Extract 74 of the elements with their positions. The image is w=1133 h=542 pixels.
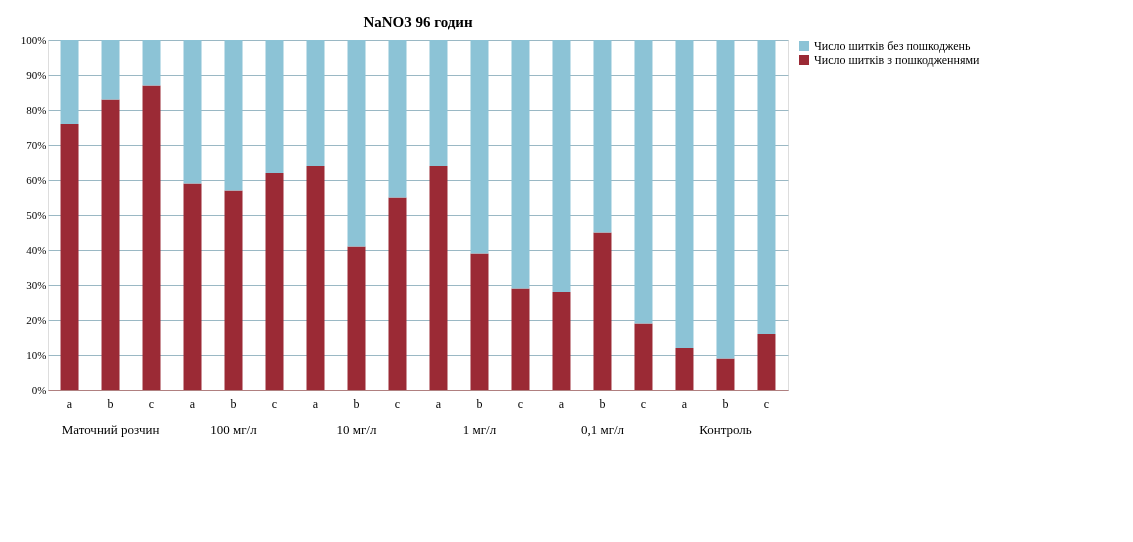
chart-title: NaNO3 96 годин [363, 14, 473, 30]
y-tick-label: 20% [26, 313, 47, 326]
x-tick-label: a [558, 396, 565, 411]
legend-label: Число шитків з пошкодженнями [814, 53, 981, 67]
bar [757, 334, 776, 390]
bar [347, 40, 366, 247]
y-tick-label: 10% [26, 348, 47, 361]
bar [60, 124, 79, 390]
bar [593, 40, 612, 233]
y-tick-label: 60% [26, 173, 47, 186]
bar [101, 40, 120, 100]
bar [552, 292, 571, 390]
legend-label: Число шитків без пошкоджень [814, 39, 971, 53]
y-tick-label: 70% [26, 138, 47, 151]
bar [675, 40, 694, 348]
bar [552, 40, 571, 292]
bar [716, 358, 735, 390]
text: Контроль [699, 422, 752, 437]
x-tick-label: b [599, 396, 606, 411]
bar [470, 253, 489, 390]
x-tick-label: a [66, 396, 73, 411]
bar [265, 40, 284, 173]
bar [60, 40, 79, 124]
x-tick-label: a [435, 396, 442, 411]
y-tick-label: 0% [31, 383, 47, 396]
x-tick-label: b [230, 396, 237, 411]
x-tick-label: c [271, 396, 278, 411]
x-tick-label: c [517, 396, 524, 411]
bar [347, 246, 366, 390]
bar [183, 183, 202, 390]
y-tick-label: 80% [26, 103, 47, 116]
x-tick-label: a [189, 396, 196, 411]
y-tick-label: 100% [20, 33, 47, 46]
x-tick-label: b [353, 396, 360, 411]
bar [142, 40, 161, 86]
y-tick-label: 30% [26, 278, 47, 291]
bar [306, 166, 325, 390]
bar [183, 40, 202, 184]
x-tick-label: a [681, 396, 688, 411]
bar [265, 173, 284, 390]
text: 100 мг/л [210, 422, 258, 437]
bar [757, 40, 776, 334]
text: 0,1 мг/л [580, 422, 625, 437]
y-tick-label: 90% [26, 68, 47, 81]
y-tick-label: 40% [26, 243, 47, 256]
bar [429, 166, 448, 390]
bar [224, 40, 243, 191]
x-tick-label: b [476, 396, 483, 411]
bar [511, 288, 530, 390]
x-tick-label: c [640, 396, 647, 411]
bar [101, 99, 120, 390]
x-tick-label: c [763, 396, 770, 411]
bar [142, 85, 161, 390]
text: 1 мг/л [462, 422, 497, 437]
bar [224, 190, 243, 390]
bar [511, 40, 530, 289]
bar [716, 40, 735, 359]
bar [388, 40, 407, 198]
x-tick-label: c [394, 396, 401, 411]
x-tick-label: b [722, 396, 729, 411]
bar [634, 40, 653, 324]
y-tick-label: 50% [26, 208, 47, 221]
bar [306, 40, 325, 166]
text: Маточний розчин [61, 422, 160, 437]
bar [388, 197, 407, 390]
x-tick-label: b [107, 396, 114, 411]
x-tick-label: a [312, 396, 319, 411]
text: 10 мг/л [336, 422, 377, 437]
bar [593, 232, 612, 390]
bar [470, 40, 489, 254]
bar [675, 348, 694, 390]
bar [429, 40, 448, 166]
bar [634, 323, 653, 390]
x-tick-label: c [148, 396, 155, 411]
